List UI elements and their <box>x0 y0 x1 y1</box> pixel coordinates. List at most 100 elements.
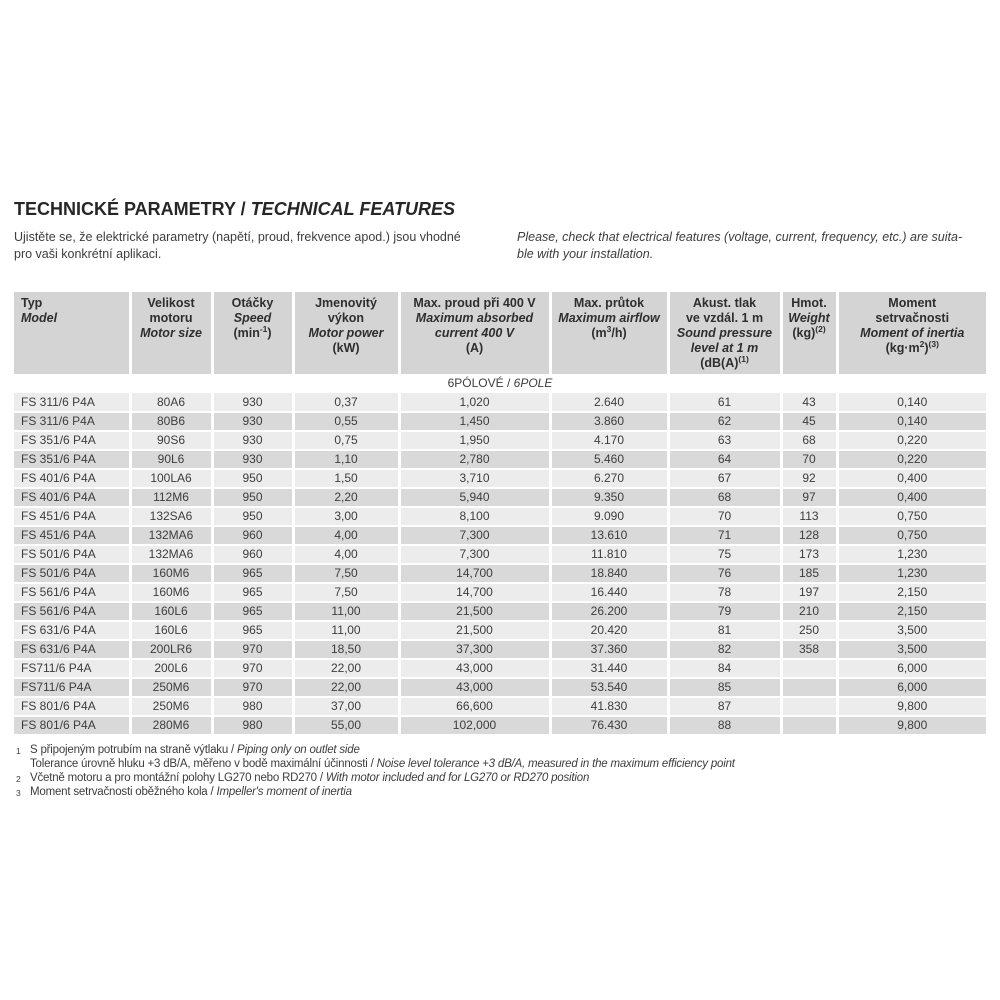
cell-sound-pressure: 78 <box>668 583 783 603</box>
footnote-marker: 1 <box>16 746 21 756</box>
table-row: FS711/6 P4A 250M6 970 22,00 43,000 53.540 85 6,… <box>14 678 986 698</box>
cell-motor-size: 200L6 <box>130 659 214 679</box>
cell-max-airflow: 37.360 <box>550 640 670 660</box>
cell-max-airflow: 3.860 <box>550 412 670 432</box>
cell-inertia: 9,800 <box>837 697 986 717</box>
cell-motor-power: 1,50 <box>293 469 401 489</box>
intro-paragraph-english: Please, check that electrical features (… <box>517 230 963 261</box>
footnote-line: 3 Moment setrvačnosti oběžného kola / Imp… <box>16 786 352 798</box>
page-title: TECHNICKÉ PARAMETRY / TECHNICAL FEATURES <box>14 199 455 220</box>
cell-sound-pressure: 84 <box>668 659 783 679</box>
cell-max-airflow: 9.090 <box>550 507 670 527</box>
cell-motor-power: 11,00 <box>293 602 401 622</box>
cell-max-airflow: 9.350 <box>550 488 670 508</box>
cell-sound-pressure: 82 <box>668 640 783 660</box>
cell-model: FS711/6 P4A <box>14 678 132 698</box>
cell-motor-power: 37,00 <box>293 697 401 717</box>
cell-sound-pressure: 88 <box>668 716 783 736</box>
cell-max-airflow: 18.840 <box>550 564 670 584</box>
cell-max-current: 1,450 <box>399 412 552 432</box>
cell-motor-power: 7,50 <box>293 564 401 584</box>
table-row: FS 311/6 P4A 80A6 930 0,37 1,020 2.640 61 43 0,1… <box>14 393 986 413</box>
page-title-english: TECHNICAL FEATURES <box>250 199 456 219</box>
cell-model: FS 401/6 P4A <box>14 469 132 489</box>
column-header-max-current: Max. proud při 400 V Maximum absorbed curr… <box>399 292 552 374</box>
cell-model: FS 801/6 P4A <box>14 697 132 717</box>
cell-speed: 950 <box>212 488 295 508</box>
cell-speed: 930 <box>212 450 295 470</box>
cell-weight <box>781 659 839 679</box>
cell-speed: 950 <box>212 469 295 489</box>
cell-weight <box>781 678 839 698</box>
cell-inertia: 9,800 <box>837 716 986 736</box>
column-header-inertia: Moment setrvačnosti Moment of inertia (kg·m… <box>837 292 986 374</box>
cell-inertia: 2,150 <box>837 602 986 622</box>
cell-speed: 950 <box>212 507 295 527</box>
cell-max-current: 66,600 <box>399 697 552 717</box>
cell-max-airflow: 2.640 <box>550 393 670 413</box>
cell-motor-power: 0,37 <box>293 393 401 413</box>
cell-max-airflow: 16.440 <box>550 583 670 603</box>
cell-speed: 960 <box>212 545 295 565</box>
cell-motor-size: 132MA6 <box>130 526 214 546</box>
cell-motor-power: 22,00 <box>293 659 401 679</box>
cell-model: FS 311/6 P4A <box>14 412 132 432</box>
footnote-line: 2 Včetně motoru a pro montážní polohy LG2… <box>16 772 590 784</box>
cell-motor-size: 280M6 <box>130 716 214 736</box>
cell-model: FS 401/6 P4A <box>14 488 132 508</box>
cell-speed: 930 <box>212 431 295 451</box>
cell-motor-size: 132MA6 <box>130 545 214 565</box>
cell-sound-pressure: 87 <box>668 697 783 717</box>
cell-inertia: 6,000 <box>837 678 986 698</box>
intro-section: Ujistěte se, že elektrické parametry (na… <box>14 229 986 262</box>
column-header-sound-pressure: Akust. tlak ve vzdál. 1 m Sound pressure le… <box>668 292 783 374</box>
cell-inertia: 3,500 <box>837 621 986 641</box>
cell-weight: 97 <box>781 488 839 508</box>
table-section-row: 6PÓLOVÉ / 6POLE <box>14 374 986 393</box>
cell-motor-size: 160M6 <box>130 583 214 603</box>
cell-weight: 358 <box>781 640 839 660</box>
intro-paragraph-czech: Ujistěte se, že elektrické parametry (na… <box>14 230 461 261</box>
cell-max-airflow: 4.170 <box>550 431 670 451</box>
technical-features-table: Typ Model Velikost motoru Motor size Otáčky Sp… <box>14 292 986 736</box>
cell-motor-size: 250M6 <box>130 697 214 717</box>
cell-model: FS 311/6 P4A <box>14 393 132 413</box>
cell-model: FS 501/6 P4A <box>14 545 132 565</box>
cell-motor-size: 160M6 <box>130 564 214 584</box>
cell-speed: 980 <box>212 716 295 736</box>
column-header-model: Typ Model <box>14 292 132 374</box>
cell-max-airflow: 13.610 <box>550 526 670 546</box>
table-row: FS 561/6 P4A 160M6 965 7,50 14,700 16.440 78 19… <box>14 583 986 603</box>
cell-speed: 970 <box>212 640 295 660</box>
cell-motor-size: 160L6 <box>130 621 214 641</box>
table-row: FS 401/6 P4A 100LA6 950 1,50 3,710 6.270 67 92 0… <box>14 469 986 489</box>
table-row: FS 451/6 P4A 132MA6 960 4,00 7,300 13.610 71 12… <box>14 526 986 546</box>
cell-motor-power: 18,50 <box>293 640 401 660</box>
cell-max-airflow: 53.540 <box>550 678 670 698</box>
cell-weight: 250 <box>781 621 839 641</box>
section-label-6pole: 6PÓLOVÉ / 6POLE <box>14 374 986 393</box>
cell-model: FS 631/6 P4A <box>14 640 132 660</box>
cell-motor-power: 55,00 <box>293 716 401 736</box>
table-header-row: Typ Model Velikost motoru Motor size Otáčky Sp… <box>14 292 986 374</box>
cell-sound-pressure: 68 <box>668 488 783 508</box>
cell-motor-power: 2,20 <box>293 488 401 508</box>
cell-model: FS 451/6 P4A <box>14 526 132 546</box>
cell-sound-pressure: 70 <box>668 507 783 527</box>
cell-motor-power: 1,10 <box>293 450 401 470</box>
cell-weight: 68 <box>781 431 839 451</box>
table-row: FS 631/6 P4A 160L6 965 11,00 21,500 20.420 81 2… <box>14 621 986 641</box>
cell-weight: 45 <box>781 412 839 432</box>
cell-speed: 970 <box>212 659 295 679</box>
cell-sound-pressure: 81 <box>668 621 783 641</box>
cell-motor-size: 90S6 <box>130 431 214 451</box>
cell-inertia: 0,140 <box>837 412 986 432</box>
column-header-motor-size: Velikost motoru Motor size <box>130 292 214 374</box>
cell-weight <box>781 697 839 717</box>
cell-inertia: 6,000 <box>837 659 986 679</box>
cell-weight: 92 <box>781 469 839 489</box>
cell-max-current: 37,300 <box>399 640 552 660</box>
cell-max-airflow: 11.810 <box>550 545 670 565</box>
cell-inertia: 0,220 <box>837 431 986 451</box>
